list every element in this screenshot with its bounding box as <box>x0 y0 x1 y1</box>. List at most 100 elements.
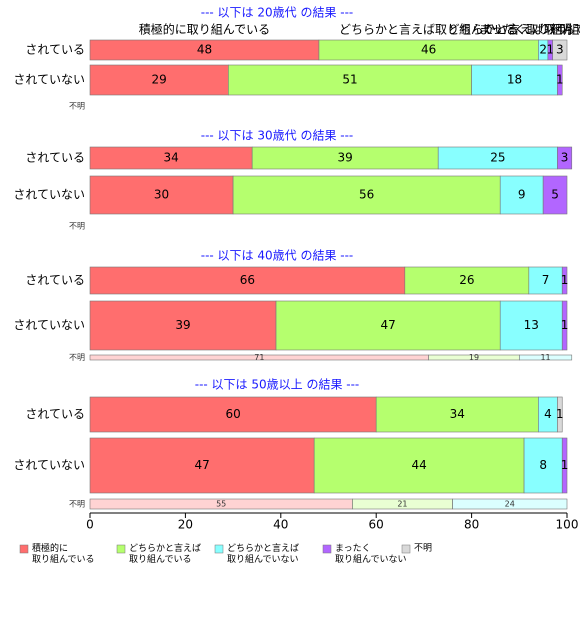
x-tick-label: 0 <box>86 518 94 532</box>
value-label: 1 <box>546 43 554 57</box>
header-label: どちらかと言えば取り組んでいない <box>447 23 580 37</box>
value-label: 71 <box>254 353 264 362</box>
bar-segment <box>557 396 563 433</box>
bar-segment <box>375 396 539 433</box>
bar-segment <box>561 266 568 295</box>
value-label: 34 <box>450 407 465 421</box>
bar-segment <box>313 437 525 494</box>
row-label: されている <box>25 151 85 165</box>
row-label: 不明 <box>69 353 85 362</box>
legend-swatch <box>214 544 224 554</box>
value-label: 9 <box>518 188 526 202</box>
value-label: 26 <box>459 273 474 287</box>
value-label: 3 <box>561 151 569 165</box>
value-label: 47 <box>194 458 209 472</box>
panel-title: --- 以下は 40歳代 の結果 --- <box>201 249 354 263</box>
header-label: 積極的に取り組んでいる <box>139 22 270 37</box>
value-label: 19 <box>469 353 479 362</box>
value-label: 47 <box>380 318 395 332</box>
value-label: 1 <box>561 458 569 472</box>
value-label: 2 <box>539 43 547 57</box>
bar-segment <box>471 64 558 96</box>
value-label: 7 <box>542 273 550 287</box>
legend-label: どちらかと言えば取り組んでいる <box>129 542 201 565</box>
value-label: 3 <box>556 43 564 57</box>
bar-segment <box>452 498 568 510</box>
value-label: 60 <box>225 407 240 421</box>
value-label: 30 <box>154 188 169 202</box>
value-label: 44 <box>411 458 426 472</box>
value-label: 13 <box>524 318 539 332</box>
value-label: 34 <box>163 151 178 165</box>
bar-segment <box>528 266 563 295</box>
value-label: 24 <box>505 500 515 509</box>
row-label: 不明 <box>69 102 85 111</box>
value-label: 18 <box>507 73 522 87</box>
value-label: 39 <box>175 318 190 332</box>
bar-segment <box>561 300 568 351</box>
row-label: されている <box>25 43 85 57</box>
bar-segment <box>404 266 530 295</box>
legend-swatch <box>322 544 332 554</box>
bar-segment <box>518 354 573 361</box>
row-label: されている <box>25 273 85 287</box>
panel-title: --- 以下は 20歳代 の結果 --- <box>201 6 354 20</box>
bar-segment <box>561 437 568 494</box>
x-tick-label: 100 <box>556 518 579 532</box>
row-label: 不明 <box>69 500 85 509</box>
legend-label: まったく取り組んでいない <box>335 543 407 565</box>
value-label: 1 <box>561 318 569 332</box>
bar-segment <box>232 175 501 215</box>
bar-segment <box>523 437 563 494</box>
value-label: 51 <box>342 73 357 87</box>
value-label: 29 <box>152 73 167 87</box>
bar-segment <box>557 146 573 170</box>
row-label: されている <box>25 407 85 421</box>
value-label: 55 <box>216 500 226 509</box>
value-label: 56 <box>359 188 374 202</box>
bar-segment <box>542 175 568 215</box>
bar-segment <box>89 64 229 96</box>
legend-swatch <box>116 544 126 554</box>
value-label: 39 <box>338 151 353 165</box>
row-label: されていない <box>13 73 85 87</box>
value-label: 5 <box>551 188 559 202</box>
row-label: されていない <box>13 188 85 202</box>
x-tick-label: 60 <box>369 518 384 532</box>
header-label: 不明 <box>548 23 572 37</box>
value-label: 1 <box>561 273 569 287</box>
value-label: 48 <box>197 43 212 57</box>
header-label: どちらかと言えば取り組んでいる <box>339 23 518 37</box>
value-label: 1 <box>556 407 564 421</box>
bar-segment <box>228 64 472 96</box>
value-label: 4 <box>544 407 552 421</box>
value-label: 66 <box>240 273 255 287</box>
legend-swatch <box>19 544 29 554</box>
value-label: 21 <box>397 500 407 509</box>
value-label: 25 <box>490 151 505 165</box>
row-label: 不明 <box>69 222 85 231</box>
bar-segment <box>89 396 377 433</box>
value-label: 8 <box>539 458 547 472</box>
bar-segment <box>499 175 544 215</box>
legend-label: 不明 <box>414 543 432 554</box>
row-label: されていない <box>13 318 85 332</box>
x-tick-label: 20 <box>178 518 193 532</box>
bar-segment <box>275 300 501 351</box>
x-tick-label: 40 <box>273 518 288 532</box>
row-label: されていない <box>13 458 85 472</box>
value-label: 11 <box>540 353 550 362</box>
header-label: まったく取り組んでいない <box>479 23 580 37</box>
value-label: 46 <box>421 43 436 57</box>
legend-label: 積極的に取り組んでいる <box>32 542 95 565</box>
bar-segment <box>557 64 563 96</box>
x-tick-label: 80 <box>464 518 479 532</box>
value-label: 1 <box>556 73 564 87</box>
bar-segment <box>552 39 568 61</box>
legend-label: どちらかと言えば取り組んでいない <box>227 542 299 565</box>
panel-title: --- 以下は 30歳代 の結果 --- <box>201 129 354 143</box>
legend-swatch <box>401 544 411 554</box>
bar-segment <box>89 300 277 351</box>
bar-segment <box>89 175 234 215</box>
